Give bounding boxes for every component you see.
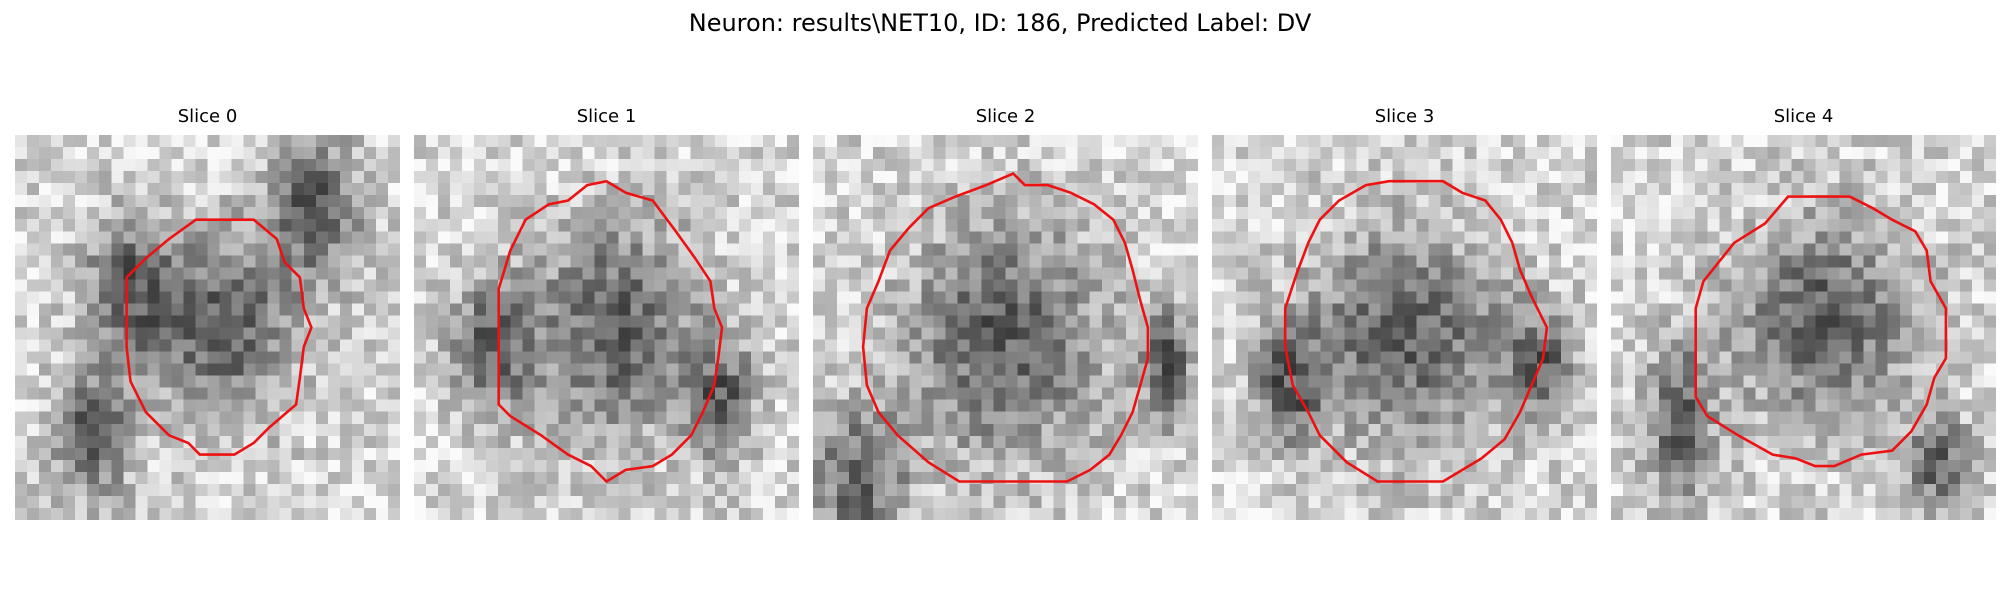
neuron-contour bbox=[1283, 179, 1549, 483]
slice-image bbox=[813, 135, 1198, 520]
slice-panel-3: Slice 3 bbox=[1212, 105, 1597, 520]
slice-title: Slice 0 bbox=[177, 106, 238, 127]
slice-image bbox=[1212, 135, 1597, 520]
slice-texture bbox=[414, 135, 799, 520]
slice-texture bbox=[1611, 135, 1996, 520]
slice-image bbox=[414, 135, 799, 520]
slice-texture bbox=[1212, 135, 1597, 520]
figure-title: Neuron: results\NET10, ID: 186, Predicte… bbox=[688, 9, 1312, 37]
slice-image bbox=[15, 135, 400, 520]
neuron-contour bbox=[861, 171, 1150, 483]
slice-title: Slice 2 bbox=[975, 106, 1036, 127]
neuron-contour bbox=[1694, 195, 1948, 468]
slice-texture bbox=[813, 135, 1198, 520]
slice-panel-0: Slice 0 bbox=[15, 105, 400, 520]
slice-title: Slice 4 bbox=[1773, 106, 1834, 127]
neuron-contour bbox=[125, 218, 313, 456]
neuron-contour bbox=[497, 179, 724, 484]
slice-texture bbox=[15, 135, 400, 520]
slice-title: Slice 3 bbox=[1374, 106, 1435, 127]
slice-panel-4: Slice 4 bbox=[1611, 105, 1996, 520]
slice-image bbox=[1611, 135, 1996, 520]
slice-title: Slice 1 bbox=[576, 106, 637, 127]
slice-panel-2: Slice 2 bbox=[813, 105, 1198, 520]
slice-panel-1: Slice 1 bbox=[414, 105, 799, 520]
